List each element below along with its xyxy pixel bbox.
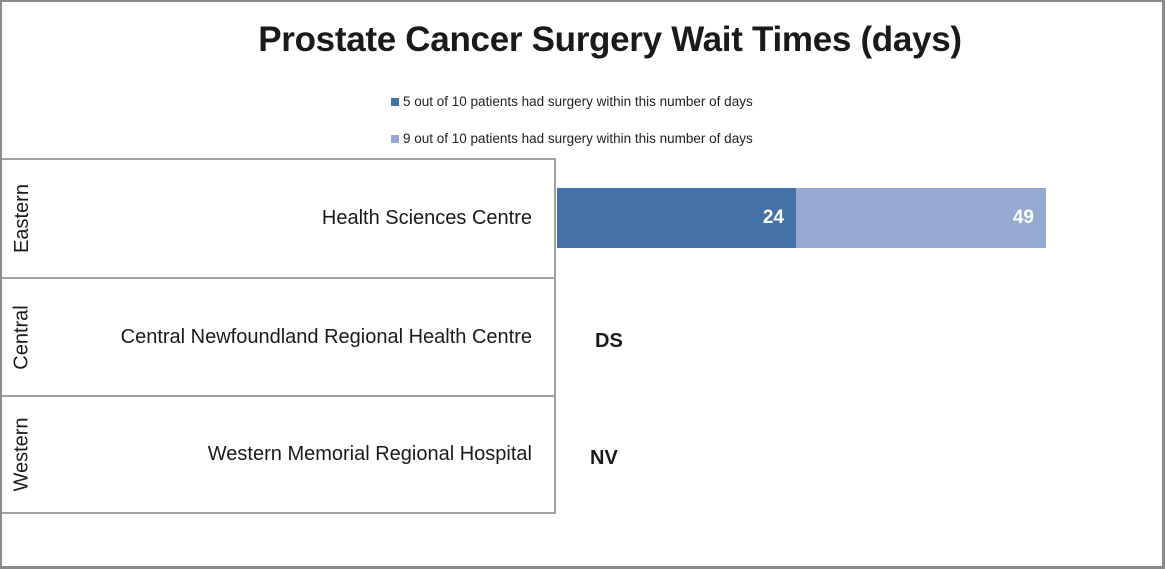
region-label: Eastern: [10, 184, 33, 253]
legend-label: 9 out of 10 patients had surgery within …: [403, 131, 753, 146]
legend-label: 5 out of 10 patients had surgery within …: [403, 94, 753, 109]
hospital-label: Central Newfoundland Regional Health Cen…: [120, 325, 532, 348]
status-label-western: NV: [590, 447, 618, 469]
hospital-label: Western Memorial Regional Hospital: [207, 443, 532, 465]
region-label: Central: [10, 304, 33, 370]
hospital-label: Health Sciences Centre: [321, 207, 532, 229]
bar-median-health-sciences: 24: [557, 188, 796, 248]
region-label: Western: [10, 417, 33, 492]
legend-item-median: 5 out of 10 patients had surgery within …: [391, 94, 753, 109]
legend-swatch-dark-blue-icon: [391, 97, 399, 106]
row-divider: [2, 395, 554, 397]
legend-item-p90: 9 out of 10 patients had surgery within …: [391, 131, 753, 146]
category-table: Eastern Health Sciences Centre Central C…: [2, 158, 556, 514]
category-row-western: Western Western Memorial Regional Hospit…: [2, 397, 554, 512]
status-label-central: DS: [595, 330, 623, 352]
category-row-eastern: Eastern Health Sciences Centre: [2, 160, 554, 277]
category-row-central: Central Central Newfoundland Regional He…: [2, 279, 554, 395]
chart-title: Prostate Cancer Surgery Wait Times (days…: [258, 20, 962, 59]
row-divider: [2, 277, 554, 279]
legend-swatch-light-blue-icon: [391, 134, 399, 143]
